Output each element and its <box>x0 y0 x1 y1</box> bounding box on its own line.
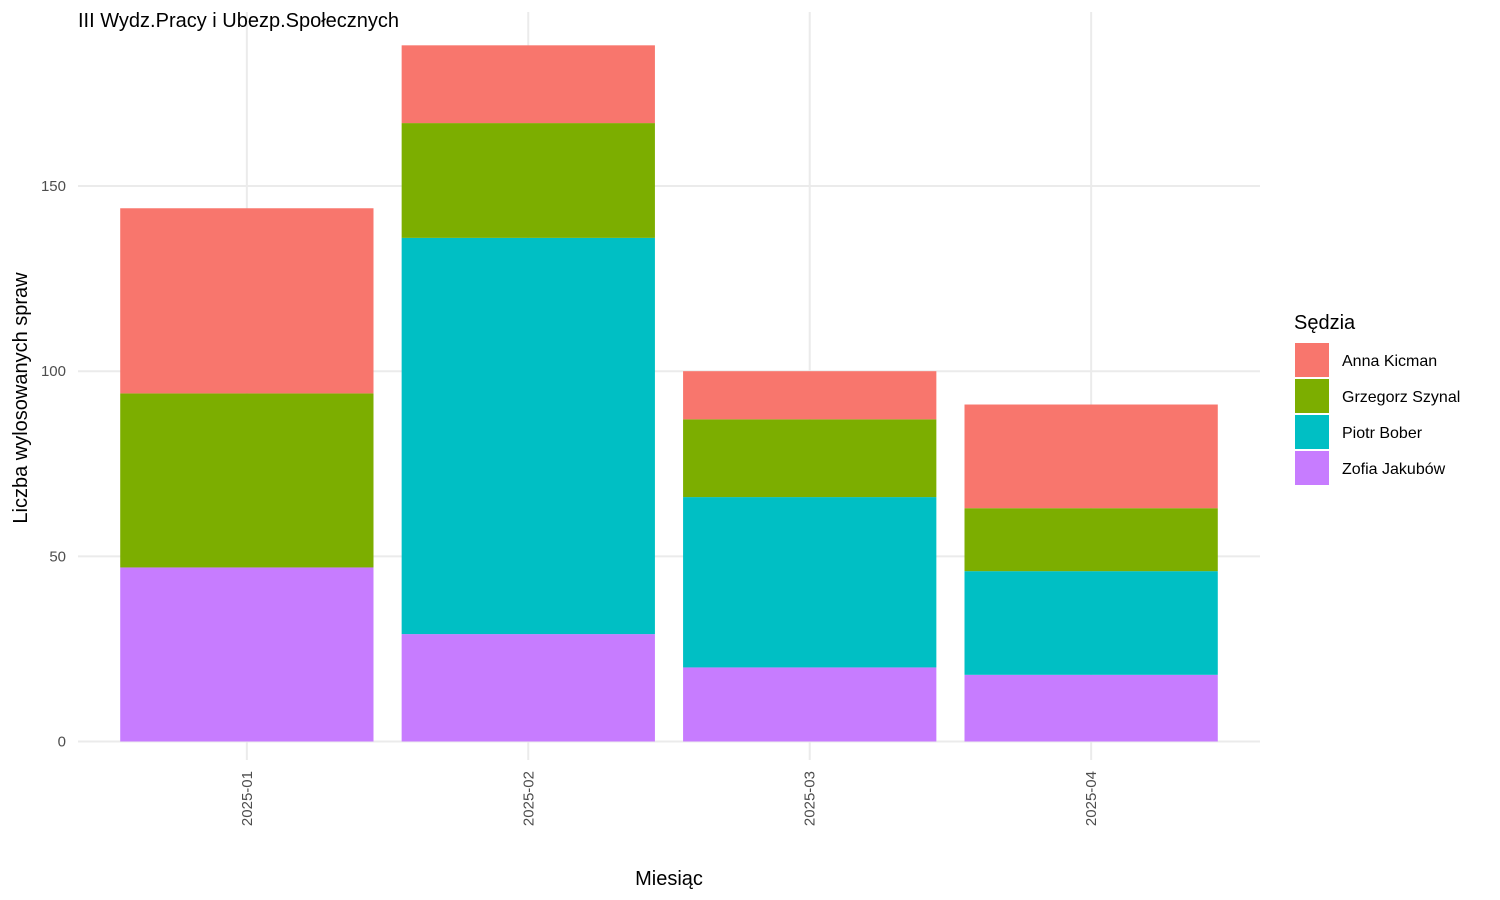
bar-segment <box>683 667 937 742</box>
bar-segment <box>120 208 374 394</box>
bar-segment <box>683 371 937 420</box>
x-tick-label: 2025-02 <box>520 771 537 826</box>
bar-segment <box>401 123 655 238</box>
y-tick-label: 150 <box>41 178 66 195</box>
bar-segment <box>401 634 655 742</box>
y-tick-label: 100 <box>41 363 66 380</box>
y-axis-title: Liczba wylosowanych spraw <box>10 272 32 524</box>
bar-segment <box>964 571 1218 675</box>
bar-segment <box>120 393 374 568</box>
x-axis-title: Miesiąc <box>635 868 703 890</box>
legend: Sędzia Anna Kicman Grzegorz Szynal Piotr B… <box>1294 312 1460 485</box>
legend-swatch <box>1295 343 1329 377</box>
bar-segment <box>964 674 1218 742</box>
legend-swatch <box>1295 379 1329 413</box>
bar-segment <box>401 237 655 635</box>
legend-label: Anna Kicman <box>1342 353 1437 370</box>
y-tick-label: 50 <box>49 548 66 565</box>
legend-swatch <box>1295 451 1329 485</box>
x-tick-label: 2025-03 <box>802 771 819 826</box>
bar-segment <box>683 497 937 668</box>
x-tick-label: 2025-04 <box>1083 771 1100 826</box>
legend-title: Sędzia <box>1294 312 1356 334</box>
legend-label: Zofia Jakubów <box>1342 461 1446 478</box>
legend-label: Grzegorz Szynal <box>1342 389 1460 406</box>
bar-segment <box>683 419 937 498</box>
legend-swatch <box>1295 415 1329 449</box>
x-axis-ticks: 2025-01 2025-02 2025-03 2025-04 <box>239 771 1100 826</box>
bar-segment <box>964 508 1218 572</box>
bar-segment <box>120 567 374 742</box>
y-axis-ticks: 0 50 100 150 <box>41 178 66 750</box>
y-tick-label: 0 <box>58 733 66 750</box>
bar-segment <box>964 404 1218 509</box>
bars <box>120 45 1218 742</box>
x-tick-label: 2025-01 <box>239 771 256 826</box>
legend-label: Piotr Bober <box>1342 425 1423 442</box>
bar-segment <box>401 45 655 124</box>
chart-title: III Wydz.Pracy i Ubezp.Społecznych <box>78 10 399 32</box>
